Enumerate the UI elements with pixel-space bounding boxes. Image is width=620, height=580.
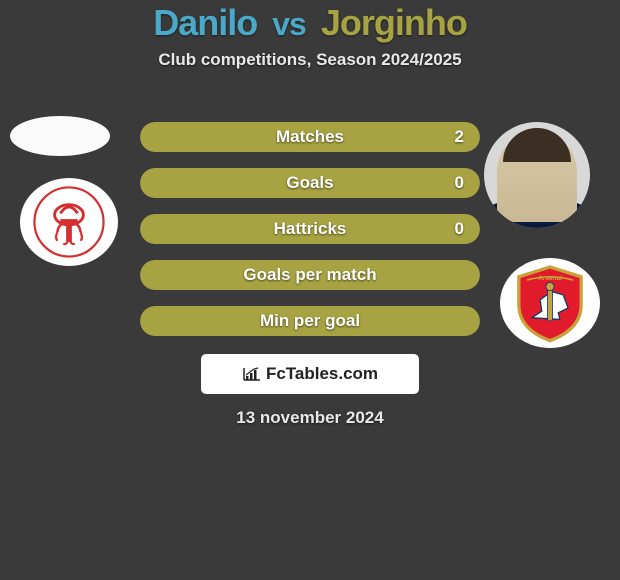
stat-label: Hattricks (140, 214, 480, 244)
date: 13 november 2024 (0, 408, 620, 428)
avatar-player1 (10, 116, 110, 156)
stat-value-right: 0 (455, 214, 464, 244)
svg-text:Arsenal: Arsenal (538, 275, 562, 282)
player2-name: Jorginho (321, 2, 467, 43)
stat-row: Goals per match (140, 260, 480, 290)
stat-value-right: 2 (455, 122, 464, 152)
vs-text: vs (272, 6, 306, 42)
stat-label: Goals per match (140, 260, 480, 290)
stat-row: Goals 0 (140, 168, 480, 198)
stat-row: Hattricks 0 (140, 214, 480, 244)
watermark-text: FcTables.com (266, 364, 378, 384)
club-crest-right: Arsenal (500, 258, 600, 348)
stat-label: Min per goal (140, 306, 480, 336)
subtitle: Club competitions, Season 2024/2025 (0, 50, 620, 70)
player1-name: Danilo (153, 2, 257, 43)
avatar-player2 (484, 122, 590, 228)
watermark: FcTables.com (201, 354, 419, 394)
comparison-title: Danilo vs Jorginho (0, 2, 620, 44)
stat-row: Matches 2 (140, 122, 480, 152)
header: Danilo vs Jorginho Club competitions, Se… (0, 0, 620, 70)
chart-icon (242, 366, 262, 382)
stat-row: Min per goal (140, 306, 480, 336)
stat-label: Matches (140, 122, 480, 152)
stat-bars: Matches 2 Goals 0 Hattricks 0 Goals per … (140, 122, 480, 352)
stat-label: Goals (140, 168, 480, 198)
footer: FcTables.com 13 november 2024 (0, 354, 620, 428)
club-crest-left (20, 178, 118, 266)
stat-value-right: 0 (455, 168, 464, 198)
